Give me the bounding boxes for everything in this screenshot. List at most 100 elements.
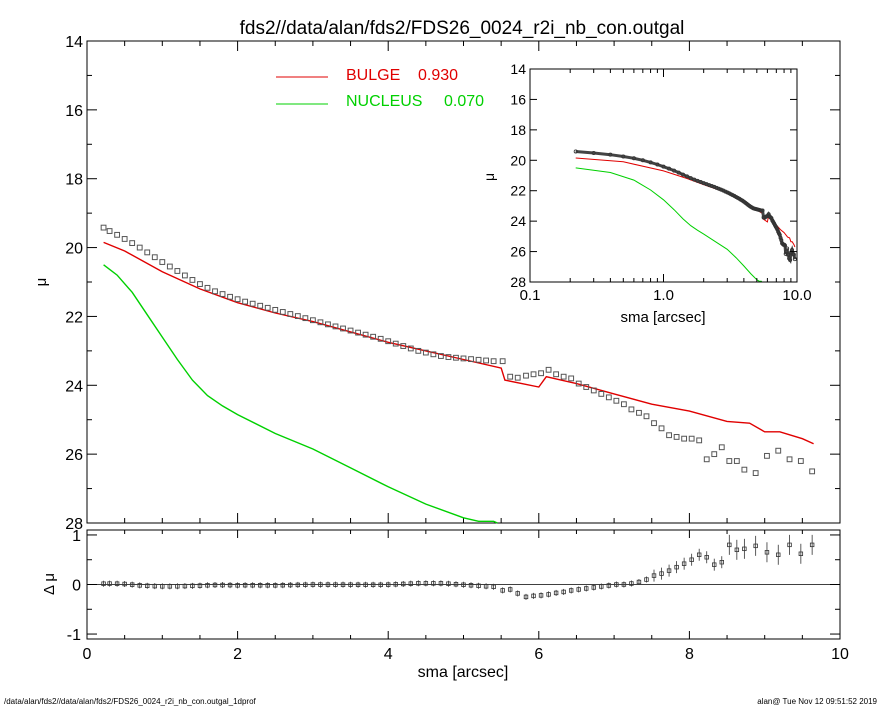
inset-observed-point [655,162,660,167]
inset-x-tick-label: 1.0 [653,287,674,304]
residual-point [468,583,474,588]
inset-observed-point [714,185,719,190]
residual-point [727,542,732,548]
observed-point [681,435,688,442]
observed-point [136,244,143,251]
residual-point [483,584,489,589]
observed-point [415,347,422,354]
observed-point [726,458,733,464]
inset-x-axis-label: sma [arcsec] [620,309,705,326]
observed-point [257,302,264,309]
residual-x-tick-label: 6 [534,646,543,663]
observed-point [483,357,489,364]
inset-observed-point [621,154,626,159]
legend-value-bulge: 0.930 [418,67,458,84]
observed-point [453,354,459,361]
residual-point [584,586,589,591]
legend-label-nucleus: NUCLEUS [346,93,422,110]
observed-point [385,338,392,345]
residual-point [114,581,120,586]
observed-point [189,277,196,283]
observed-point [507,373,514,380]
inset-y-ticks: 14 16 18 20 22 24 26 28 [510,61,797,290]
main-line-nucleus [103,264,498,524]
main-x-ticks [86,41,841,523]
observed-point [264,304,271,311]
residual-point [101,581,106,586]
observed-point [538,370,544,377]
residual-point [416,581,421,586]
residual-point [734,547,740,553]
inset-observed-point [775,227,780,232]
inset-x-ticks: 0.1 1.0 10.0 [520,69,812,304]
residual-point [212,582,218,588]
observed-point [181,272,188,279]
residual-point [265,583,270,588]
residual-point [787,542,792,548]
residual-point [674,564,679,570]
observed-point [553,371,560,378]
inset-observed-point [676,170,681,175]
residual-point [408,581,413,586]
observed-point [121,236,128,242]
observed-point [249,300,256,307]
inset-observed-point [712,184,717,189]
observed-point [460,355,467,362]
residual-point [776,552,781,557]
observed-point [775,447,782,454]
observed-point [294,313,301,319]
residual-point [152,583,157,589]
residual-point [205,583,210,588]
inset-y-axis-label: μ [481,173,497,181]
main-y-tick-label: 24 [65,378,83,395]
legend: BULGE 0.930 NUCLEUS 0.070 [276,67,484,110]
inset-observed-point [573,149,578,154]
residual-point [742,546,747,552]
inset-observed-point [716,186,721,191]
residual-point [629,581,634,586]
observed-point [797,458,804,464]
observed-point [490,358,497,365]
inset-observed-point [608,152,613,157]
inset-y-tick-label: 22 [510,183,526,199]
inset-observed-point [648,160,653,165]
residual-point [553,590,559,596]
residual-point [461,582,466,587]
inset-observed-point [591,150,596,155]
inset-observed-point [723,189,728,194]
inset-x-tick-label: 0.1 [520,287,541,304]
observed-point [696,437,703,444]
residual-point [696,552,702,557]
residual-point [546,592,551,597]
observed-point [174,268,181,274]
main-y-axis-label: μ [33,278,50,287]
residual-x-axis-label: sma [arcsec] [418,664,509,681]
residual-point [576,587,581,592]
residual-point [122,581,127,587]
observed-point [430,351,437,358]
residual-point [719,560,724,565]
main-y-tick-label: 28 [65,516,83,533]
legend-value-nucleus: 0.070 [444,93,484,110]
residual-point [175,584,180,589]
inset-observed-point [769,216,774,221]
inset-x-tick-label: 10.0 [782,287,811,304]
observed-point [786,456,793,463]
inset-observed-point [719,187,724,192]
observed-point [651,420,657,427]
residual-point [288,582,293,588]
observed-point [718,444,725,451]
observed-point [523,372,529,379]
residual-point [809,542,815,548]
residual-point [515,591,520,596]
observed-point [279,309,286,315]
main-line-bulge [103,241,814,445]
inset-observed-point [782,242,787,247]
residual-point [318,582,323,587]
residual-point [378,582,383,587]
residual-x-tick-label: 2 [233,646,242,663]
main-y-tick-label: 16 [65,103,83,120]
inset-y-tick-label: 26 [510,244,526,260]
residual-point [712,562,717,567]
